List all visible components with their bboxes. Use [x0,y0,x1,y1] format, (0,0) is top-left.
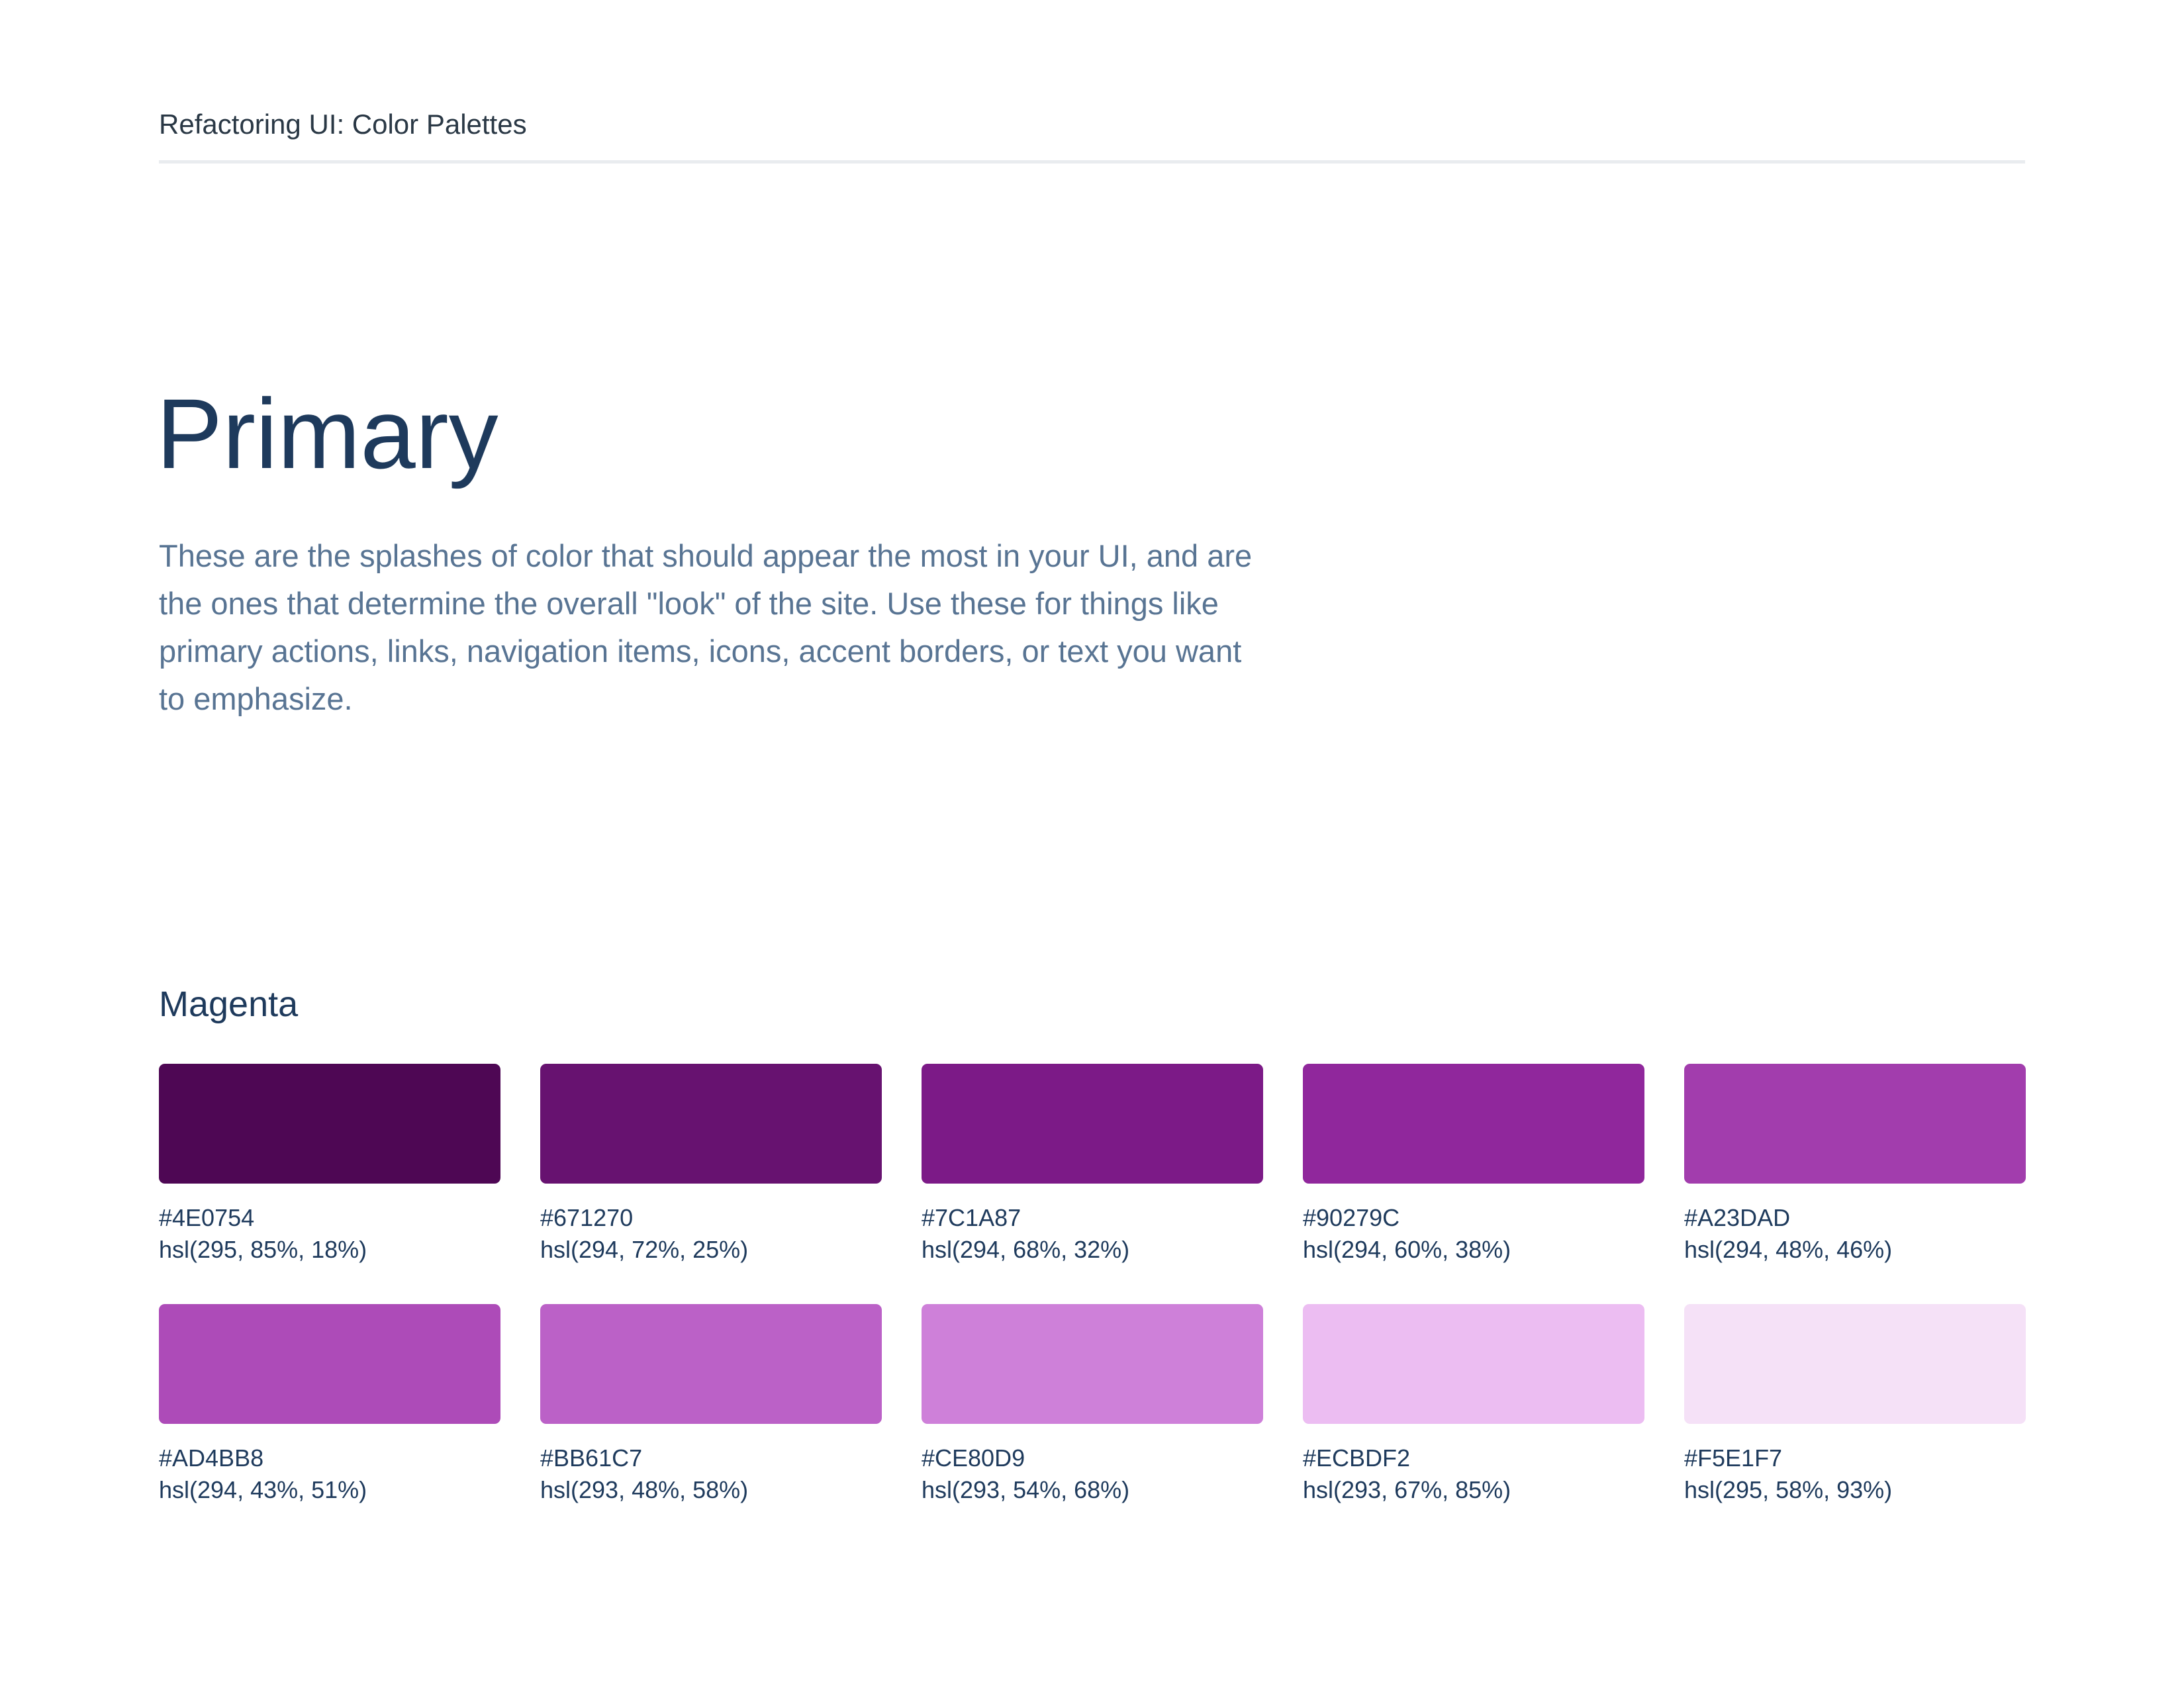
swatch-hsl: hsl(294, 68%, 32%) [922,1236,1130,1263]
section-title: Primary [156,378,499,489]
color-swatch [540,1064,882,1184]
color-swatch [922,1304,1263,1424]
color-swatch-card: #7C1A87 hsl(294, 68%, 32%) [922,1064,1263,1266]
color-swatch [922,1064,1263,1184]
swatch-hex: #BB61C7 [540,1444,643,1472]
swatch-hex: #AD4BB8 [159,1444,264,1472]
color-swatch-card: #671270 hsl(294, 72%, 25%) [540,1064,882,1266]
color-swatch-card: #F5E1F7 hsl(295, 58%, 93%) [1684,1304,2026,1506]
color-swatch-card: #CE80D9 hsl(293, 54%, 68%) [922,1304,1263,1506]
color-swatch [1684,1304,2026,1424]
swatch-grid: #4E0754 hsl(295, 85%, 18%) #671270 hsl(294,… [159,1064,2026,1506]
color-swatch [1684,1064,2026,1184]
color-swatch-card: #A23DAD hsl(294, 48%, 46%) [1684,1064,2026,1266]
swatch-hex: #90279C [1303,1204,1400,1231]
swatch-hex: #7C1A87 [922,1204,1021,1231]
swatch-hsl: hsl(293, 54%, 68%) [922,1476,1130,1503]
color-swatch-card: #AD4BB8 hsl(294, 43%, 51%) [159,1304,500,1506]
swatch-hsl: hsl(295, 85%, 18%) [159,1236,367,1263]
swatch-hsl: hsl(294, 43%, 51%) [159,1476,367,1503]
swatch-hex: #4E0754 [159,1204,255,1231]
swatch-hsl: hsl(294, 60%, 38%) [1303,1236,1511,1263]
color-swatch-card: #BB61C7 hsl(293, 48%, 58%) [540,1304,882,1506]
swatch-hsl: hsl(293, 48%, 58%) [540,1476,749,1503]
color-swatch [159,1064,500,1184]
swatch-hex: #CE80D9 [922,1444,1025,1472]
section-description: These are the splashes of color that sho… [159,538,1253,716]
color-swatch [540,1304,882,1424]
color-swatch-card: #4E0754 hsl(295, 85%, 18%) [159,1064,500,1266]
swatch-hsl: hsl(293, 67%, 85%) [1303,1476,1511,1503]
swatch-hex: #F5E1F7 [1684,1444,1783,1472]
color-swatch-card: #90279C hsl(294, 60%, 38%) [1303,1064,1644,1266]
color-swatch-card: #ECBDF2 hsl(293, 67%, 85%) [1303,1304,1644,1506]
page-header: Refactoring UI: Color Palettes [159,106,2025,164]
color-swatch [1303,1064,1644,1184]
swatch-hsl: hsl(294, 72%, 25%) [540,1236,749,1263]
swatch-hex: #ECBDF2 [1303,1444,1411,1472]
swatch-hex: #671270 [540,1204,634,1231]
swatch-hsl: hsl(294, 48%, 46%) [1684,1236,1893,1263]
palette-name: Magenta [159,984,299,1024]
swatch-hsl: hsl(295, 58%, 93%) [1684,1476,1893,1503]
swatch-hex: #A23DAD [1684,1204,1791,1231]
color-swatch [1303,1304,1644,1424]
color-swatch [159,1304,500,1424]
header-title: Refactoring UI: Color Palettes [159,109,527,140]
